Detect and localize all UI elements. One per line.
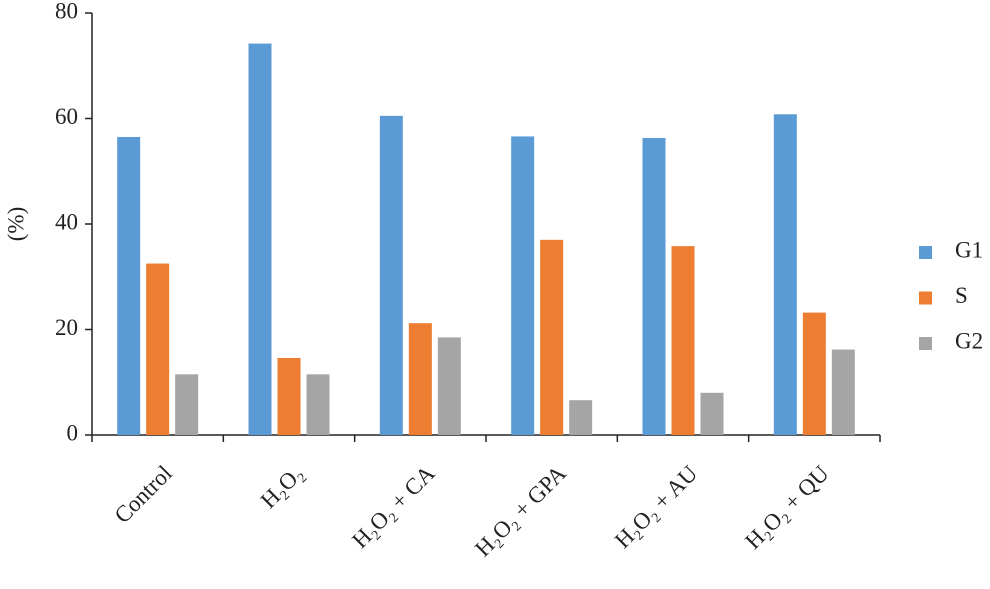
bar <box>117 136 141 435</box>
legend-label: S <box>955 283 968 308</box>
bar <box>642 138 666 435</box>
bar <box>248 43 272 435</box>
y-tick-label: 20 <box>55 315 78 340</box>
bar <box>306 374 330 435</box>
bar <box>802 312 826 435</box>
bar <box>437 337 461 435</box>
y-tick-label: 0 <box>67 420 79 445</box>
bar <box>773 114 797 435</box>
x-tick-label: H₂O₂ + QU <box>740 460 834 554</box>
y-tick-label: 80 <box>55 0 78 23</box>
bar <box>146 263 170 435</box>
bar <box>540 239 564 435</box>
bar <box>175 374 199 435</box>
bar <box>408 323 432 435</box>
legend-swatch <box>919 337 932 350</box>
x-tick-label: H₂O₂ + GPA <box>470 460 571 561</box>
legend-swatch <box>919 246 932 259</box>
bar <box>831 349 855 435</box>
y-axis-label: (%) <box>3 207 28 241</box>
bar <box>671 246 695 435</box>
x-tick-label: Control <box>110 461 177 528</box>
legend-label: G2 <box>955 328 983 353</box>
bar <box>379 115 403 436</box>
y-tick-label: 60 <box>55 104 78 129</box>
x-tick-label: H₂O₂ + CA <box>347 460 440 553</box>
bar <box>569 400 593 435</box>
legend-swatch <box>919 291 932 305</box>
bar <box>277 357 301 435</box>
y-tick-label: 40 <box>55 209 78 234</box>
bar <box>511 136 535 435</box>
bar <box>700 392 724 435</box>
x-tick-label: H₂O₂ + AU <box>610 460 703 553</box>
x-tick-label: H₂O₂ <box>256 461 309 514</box>
legend-label: G1 <box>955 237 983 262</box>
